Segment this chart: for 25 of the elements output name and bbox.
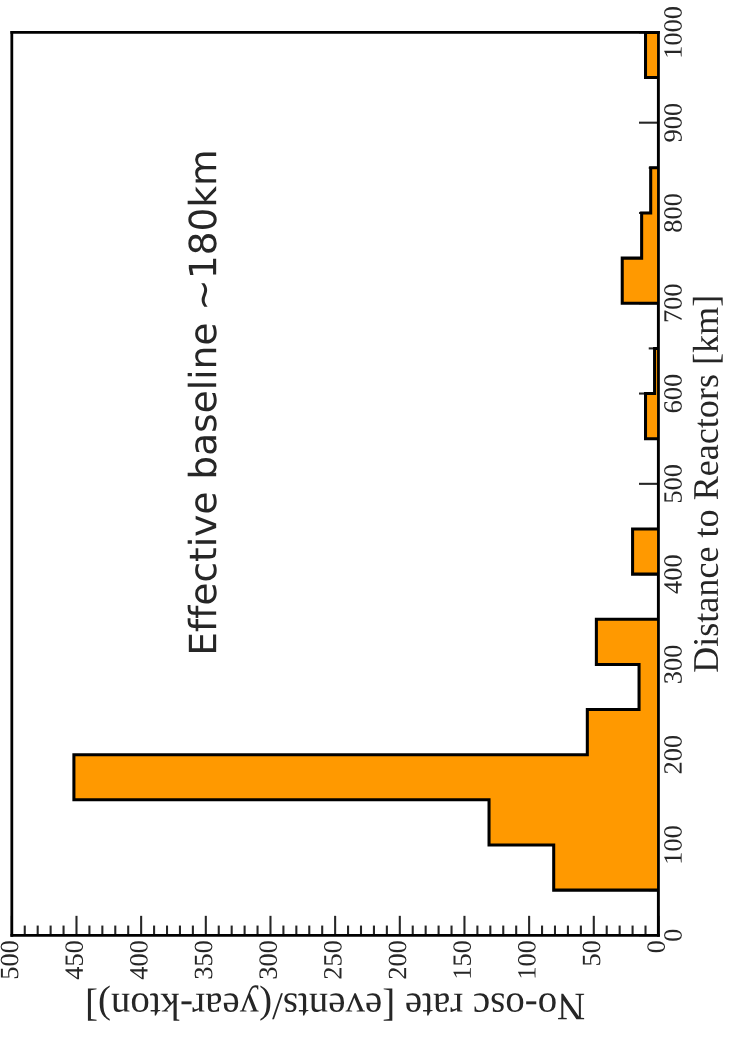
y-tick-label: 700 bbox=[664, 284, 682, 322]
y-tick-label: 900 bbox=[664, 103, 682, 142]
x-tick-label: 100 bbox=[517, 941, 536, 978]
y-tick-label: 1000 bbox=[664, 7, 682, 57]
y-tick-label: 100 bbox=[664, 826, 682, 863]
x-tick-label: 350 bbox=[194, 941, 213, 979]
x-tick-label: 150 bbox=[453, 941, 472, 978]
x-tick-label: 300 bbox=[259, 941, 278, 979]
x-tick-label: 250 bbox=[323, 941, 342, 979]
annotation: Effective baseline ~180km bbox=[187, 152, 217, 653]
y-axis-title: Distance to Reactors [km] bbox=[692, 297, 723, 672]
y-tick-label: 400 bbox=[664, 555, 682, 594]
x-tick-label: 450 bbox=[65, 941, 84, 980]
x-tick-label: 0 bbox=[647, 941, 666, 953]
x-tick-label: 200 bbox=[388, 941, 407, 979]
y-tick-label: 800 bbox=[664, 194, 682, 232]
y-tick-label: 200 bbox=[664, 735, 682, 774]
y-tick-label: 600 bbox=[664, 374, 682, 413]
x-tick-label: 400 bbox=[129, 941, 148, 980]
y-tick-label: 300 bbox=[664, 645, 682, 683]
y-tick-label: 500 bbox=[664, 465, 682, 503]
x-tick-label: 50 bbox=[582, 941, 601, 965]
y-tick-label: 0 bbox=[664, 929, 682, 941]
x-tick-label: 500 bbox=[0, 941, 19, 979]
x-axis-title: No-osc rate [events/(year-kton)] bbox=[87, 985, 585, 1021]
